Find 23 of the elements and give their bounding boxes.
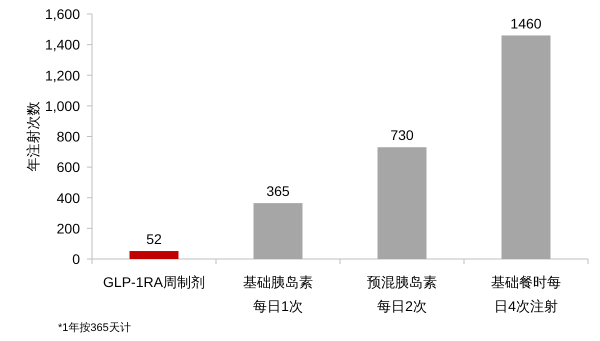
x-tick-label: GLP-1RA周制剂	[103, 273, 205, 292]
y-tick-label: 0	[72, 251, 80, 267]
bar	[378, 147, 426, 259]
bar	[254, 203, 302, 259]
x-tick-label: 基础餐时每日4次注射	[490, 273, 562, 316]
bar	[130, 251, 178, 259]
y-tick-label: 800	[56, 128, 80, 144]
y-tick-label: 1,000	[44, 98, 80, 114]
data-label: 52	[146, 231, 162, 248]
x-tick-label: 预混胰岛素每日2次	[366, 273, 438, 316]
y-tick-label: 1,400	[44, 36, 80, 53]
y-tick-label: 1,600	[44, 6, 80, 22]
bar	[502, 35, 550, 259]
y-tick-label: 1,200	[44, 67, 80, 84]
y-tick-label: 400	[56, 190, 80, 206]
data-label: 365	[266, 183, 290, 200]
text: *1年按365天计	[58, 321, 131, 334]
data-label: 1460	[510, 15, 542, 32]
x-tick-label: 基础胰岛素每日1次	[242, 273, 314, 316]
y-axis-title: 年注射次数	[25, 102, 41, 172]
data-label: 730	[390, 127, 414, 144]
y-tick-label: 200	[56, 220, 80, 236]
y-tick-label: 600	[56, 159, 80, 176]
